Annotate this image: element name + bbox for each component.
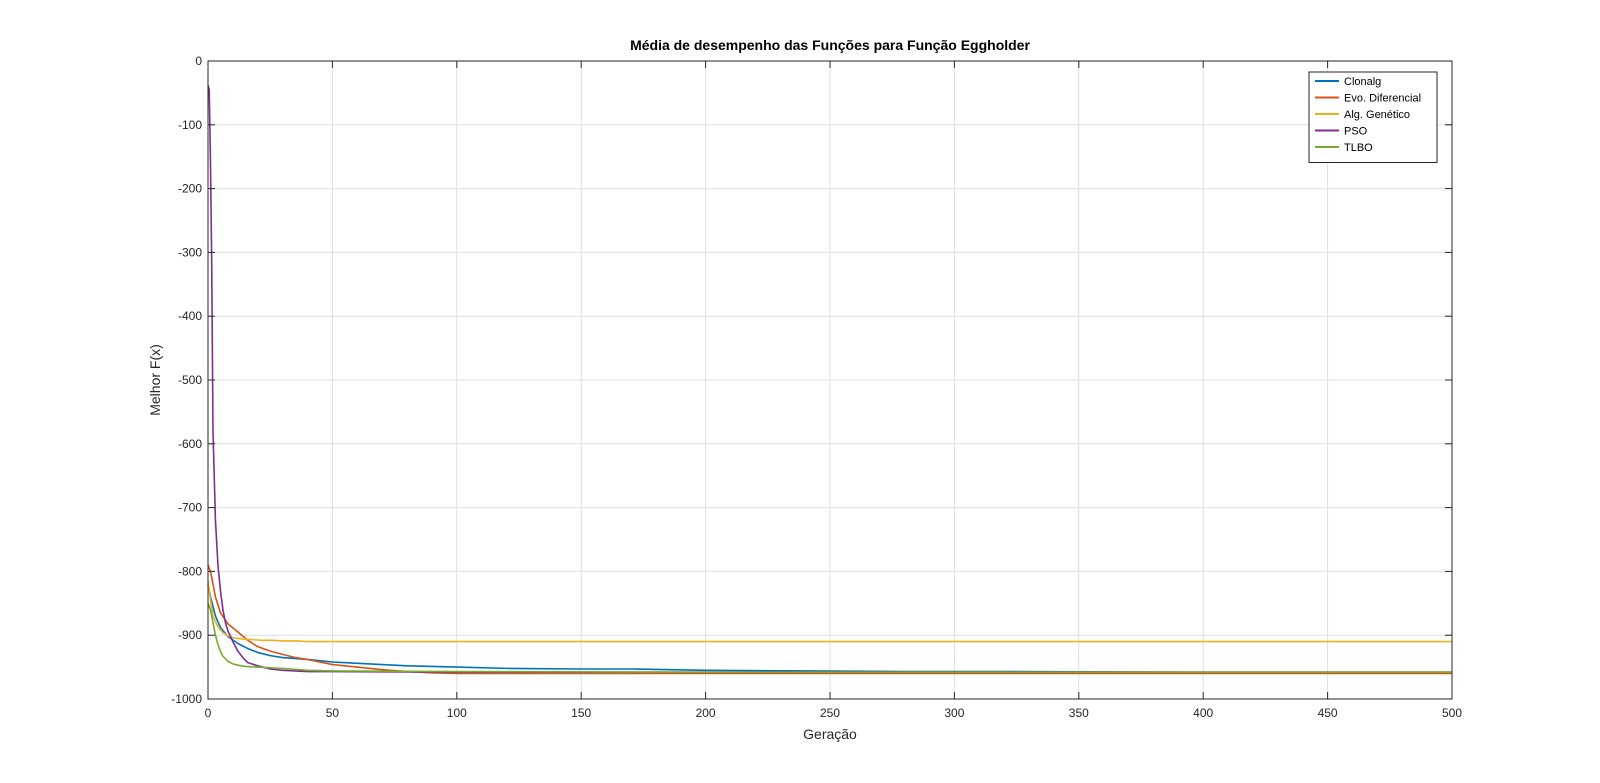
chart-title: Média de desempenho das Funções para Fun… bbox=[630, 37, 1030, 53]
x-tick-label: 500 bbox=[1442, 706, 1462, 720]
y-tick-label: -900 bbox=[178, 628, 202, 642]
y-tick-label: -1000 bbox=[171, 692, 202, 706]
y-tick-label: 0 bbox=[195, 54, 202, 68]
legend: Clonalg Evo. Diferencial Alg. Genético PSO T… bbox=[1308, 71, 1438, 163]
x-tick-label: 250 bbox=[820, 706, 840, 720]
legend-entry-label: PSO bbox=[1344, 126, 1368, 138]
y-tick-label: -500 bbox=[178, 373, 202, 387]
legend-entry-label: Evo. Diferencial bbox=[1344, 93, 1421, 105]
x-tick-label: 450 bbox=[1318, 706, 1338, 720]
y-axis-label: Melhor F(x) bbox=[147, 344, 163, 416]
y-tick-label: -100 bbox=[178, 118, 202, 132]
ticks: 0 50 100 150 200 250 300 350 400 450 500 0 -100 -200 -… bbox=[171, 54, 1462, 720]
series-layer bbox=[207, 85, 1452, 675]
y-tick-label: -800 bbox=[178, 564, 202, 578]
y-tick-label: -200 bbox=[178, 182, 202, 196]
x-tick-label: 100 bbox=[447, 706, 467, 720]
legend-entry-label: Alg. Genético bbox=[1344, 109, 1410, 121]
legend-entry-label: Clonalg bbox=[1344, 76, 1381, 88]
y-tick-label: -600 bbox=[178, 437, 202, 451]
x-tick-label: 150 bbox=[571, 706, 591, 720]
x-tick-label: 200 bbox=[696, 706, 716, 720]
y-tick-label: -700 bbox=[178, 501, 202, 515]
legend-entry-label: TLBO bbox=[1344, 142, 1373, 154]
x-tick-label: 50 bbox=[326, 706, 340, 720]
plot-area: 0 50 100 150 200 250 300 350 400 450 500 0 -100 -200 -… bbox=[171, 54, 1462, 720]
y-tick-label: -300 bbox=[178, 245, 202, 259]
x-tick-label: 0 bbox=[205, 706, 212, 720]
x-tick-label: 300 bbox=[944, 706, 964, 720]
x-tick-label: 400 bbox=[1193, 706, 1213, 720]
y-tick-label: -400 bbox=[178, 309, 202, 323]
series-line-tlbo bbox=[207, 603, 1452, 674]
x-tick-label: 350 bbox=[1069, 706, 1089, 720]
x-axis-label: Geração bbox=[803, 726, 857, 742]
series-line-alg-gen-tico bbox=[207, 580, 1452, 643]
